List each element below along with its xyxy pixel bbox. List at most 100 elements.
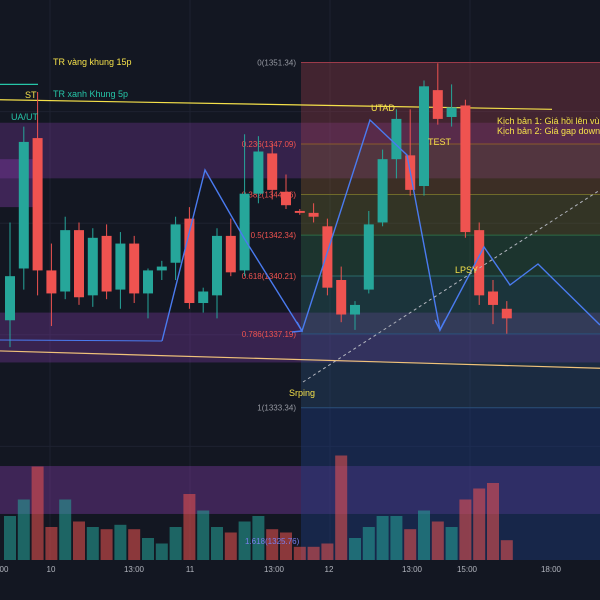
candle-body <box>170 224 181 263</box>
candle-body <box>32 138 43 271</box>
candle-body <box>74 230 84 298</box>
candle-body <box>474 230 485 296</box>
volume-bar <box>100 529 113 560</box>
volume-bar <box>4 516 16 560</box>
fib-zone-3 <box>301 235 600 276</box>
x-axis: 00 10 13:00 11 13:00 12 13:00 15:00 18:00 <box>0 560 600 600</box>
volume-bar <box>183 494 196 560</box>
fib-label-0.618: 0.618(1340.21) <box>242 272 297 281</box>
candle-body <box>18 141 29 269</box>
x-tick-label: 12 <box>325 565 334 574</box>
spring-label: Srping <box>289 388 315 398</box>
volume-band <box>0 466 600 514</box>
volume-bar <box>445 527 458 560</box>
candle-body <box>184 218 195 304</box>
wyckoff-path <box>161 118 600 342</box>
candle-body <box>419 86 429 187</box>
volume-bar <box>169 527 182 560</box>
resistance-line <box>0 99 553 110</box>
st-label: ST <box>25 90 37 100</box>
tr-band-upper <box>0 122 600 179</box>
fib-label-0.786: 0.786(1337.19) <box>242 330 297 339</box>
volume-bar <box>487 483 499 560</box>
volume-bar <box>31 466 44 560</box>
volume-fib-label: 1.618(1325.76) <box>245 537 300 546</box>
candles <box>5 63 512 348</box>
volume-bar <box>376 516 389 560</box>
fib-zone-5 <box>301 333 600 408</box>
candle-body <box>501 308 512 319</box>
candle-body <box>129 243 140 294</box>
x-axis-bg <box>0 560 600 600</box>
x-tick-label: 10 <box>47 565 56 574</box>
fib-zone-1 <box>301 144 600 195</box>
volume-bar <box>266 529 279 560</box>
candle-body <box>212 235 222 296</box>
wyckoff-base-line <box>0 339 163 342</box>
volume-bar <box>238 521 251 560</box>
volume-bar <box>128 529 141 560</box>
support-line <box>0 350 600 369</box>
volume-bar <box>404 529 417 560</box>
candle-body <box>198 291 209 304</box>
fib-label-0.5: 0.5(1342.34) <box>251 231 297 240</box>
volume-bar <box>418 510 430 560</box>
x-tick-label: 00 <box>0 565 9 574</box>
trend-dotted-line <box>302 189 600 383</box>
volume-bar <box>45 527 58 560</box>
fib-zone-0 <box>301 62 600 145</box>
candle-body <box>239 193 250 271</box>
candle-body <box>377 159 388 223</box>
volume-bar <box>142 538 154 560</box>
candle-body <box>350 304 360 315</box>
candle-body <box>267 153 278 190</box>
lpsy-label: LPSY <box>455 265 478 275</box>
tr-gold-label: TR vàng khung 15p <box>53 57 132 67</box>
candle-body <box>336 280 347 315</box>
candle-body <box>363 224 374 290</box>
candle-body <box>281 191 291 206</box>
volume-bar <box>431 521 444 560</box>
volume-bar <box>321 543 334 560</box>
volume-bar <box>335 455 348 560</box>
candle-body <box>60 230 71 292</box>
test-label: TEST <box>428 137 452 147</box>
candle-body <box>460 105 471 233</box>
fib-label-0: 0(1351.34) <box>257 59 296 68</box>
volume-bars <box>4 455 513 560</box>
candle-body <box>225 235 236 273</box>
volume-bar <box>500 540 513 560</box>
volume-bar <box>307 546 320 560</box>
x-tick-label: 15:00 <box>457 565 478 574</box>
x-tick-label: 13:00 <box>124 565 145 574</box>
scenario-2-label: Kịch bản 2: Giá gap down <box>497 126 600 136</box>
candle-body <box>308 212 319 217</box>
x-tick-label: 18:00 <box>541 565 562 574</box>
volume-bar <box>293 546 306 560</box>
utad-label: UTAD <box>371 103 395 113</box>
candle-body <box>446 107 457 117</box>
x-tick-label: 13:00 <box>264 565 285 574</box>
candle-body <box>101 235 112 292</box>
candle-body <box>143 270 153 294</box>
volume-bar <box>86 527 99 560</box>
scenario-1-label: Kịch bản 1: Giá hồi lên vù <box>497 116 600 126</box>
trading-range-bands <box>0 122 600 514</box>
volume-bar <box>59 499 72 560</box>
volume-bar <box>459 499 472 560</box>
x-tick-label: 13:00 <box>402 565 423 574</box>
volume-bar <box>114 524 127 560</box>
candle-body <box>253 151 264 194</box>
tr-green-label: TR xanh Khung 5p <box>53 89 128 99</box>
candle-body <box>322 226 333 288</box>
volume-bar <box>224 532 237 560</box>
candle-body <box>294 210 305 213</box>
candle-body <box>5 276 15 321</box>
candle-body <box>46 270 57 294</box>
volume-bar <box>197 510 210 560</box>
fib-label-1: 1(1333.34) <box>257 404 296 413</box>
x-tick-label: 11 <box>186 565 195 574</box>
